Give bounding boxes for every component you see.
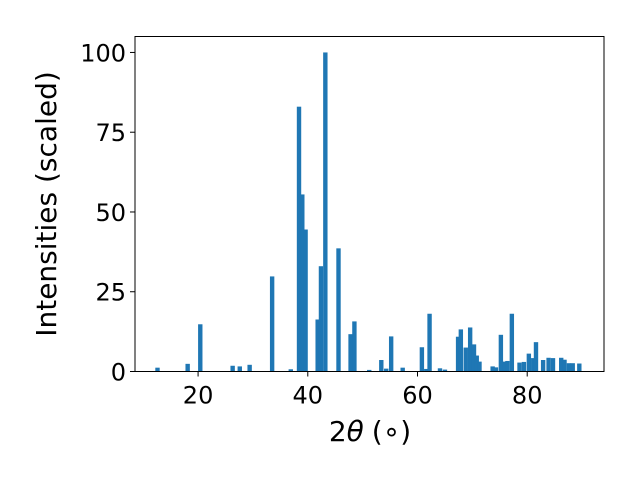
bar	[559, 357, 564, 372]
y-tick-label: 100	[80, 39, 126, 67]
bar	[318, 266, 324, 372]
bar	[230, 365, 235, 372]
bar	[467, 327, 473, 372]
bar	[498, 334, 504, 372]
bar	[505, 360, 510, 372]
bar	[550, 358, 556, 372]
x-axis-ticks: 20 40 60 80	[183, 371, 543, 410]
bar	[562, 359, 567, 372]
x-axis-label: 2θ (∘)	[329, 415, 411, 448]
y-tick-label: 0	[111, 359, 126, 387]
bar	[463, 347, 468, 372]
bar	[566, 363, 572, 372]
x-tick-label: 20	[183, 382, 214, 410]
bar	[521, 361, 527, 372]
bar	[546, 357, 551, 372]
bar	[185, 363, 190, 372]
bar	[379, 360, 384, 372]
bar	[531, 358, 536, 372]
bar	[437, 368, 443, 372]
bar	[384, 368, 389, 372]
bar	[296, 106, 302, 372]
bar	[336, 248, 341, 372]
bar	[458, 329, 464, 372]
bar	[400, 367, 405, 372]
bar	[352, 321, 357, 372]
bar	[533, 342, 539, 372]
y-axis-ticks: 0 25 50 75 100	[80, 39, 135, 387]
x-tick-label: 80	[512, 382, 543, 410]
bar	[323, 52, 328, 372]
bar-series	[155, 52, 582, 372]
bar	[419, 347, 425, 372]
bar	[570, 363, 575, 372]
bar	[455, 336, 461, 372]
bar	[269, 276, 275, 372]
plot-frame	[134, 36, 605, 372]
y-tick-label: 75	[95, 119, 126, 147]
x-axis-label-number: 2	[329, 415, 347, 448]
x-axis-label-unit: (∘)	[372, 415, 411, 448]
bar	[303, 229, 308, 372]
bar	[315, 319, 320, 372]
bar	[540, 360, 546, 372]
y-tick-label: 25	[95, 279, 126, 307]
bar	[493, 367, 499, 372]
bar	[300, 194, 305, 372]
bar	[424, 368, 429, 372]
bar	[155, 367, 160, 372]
x-tick-label: 60	[402, 382, 433, 410]
bar	[288, 369, 293, 372]
bar	[471, 344, 477, 372]
bar	[502, 361, 507, 372]
bar	[348, 334, 353, 372]
y-tick-label: 50	[95, 199, 126, 227]
bar	[198, 324, 203, 372]
y-axis-label: Intensities (scaled)	[30, 71, 63, 337]
bar	[474, 355, 479, 372]
bar	[517, 362, 522, 372]
x-tick-label: 40	[293, 382, 324, 410]
bar	[427, 313, 432, 372]
bar	[367, 369, 372, 372]
bar	[247, 364, 252, 372]
bar	[577, 363, 582, 372]
x-axis-label-theta: θ	[347, 415, 364, 448]
bar	[509, 313, 515, 372]
bar	[237, 366, 242, 372]
bar	[477, 361, 482, 372]
bar	[442, 369, 448, 372]
bar	[388, 336, 394, 372]
bar	[490, 366, 495, 372]
bar	[526, 353, 532, 372]
